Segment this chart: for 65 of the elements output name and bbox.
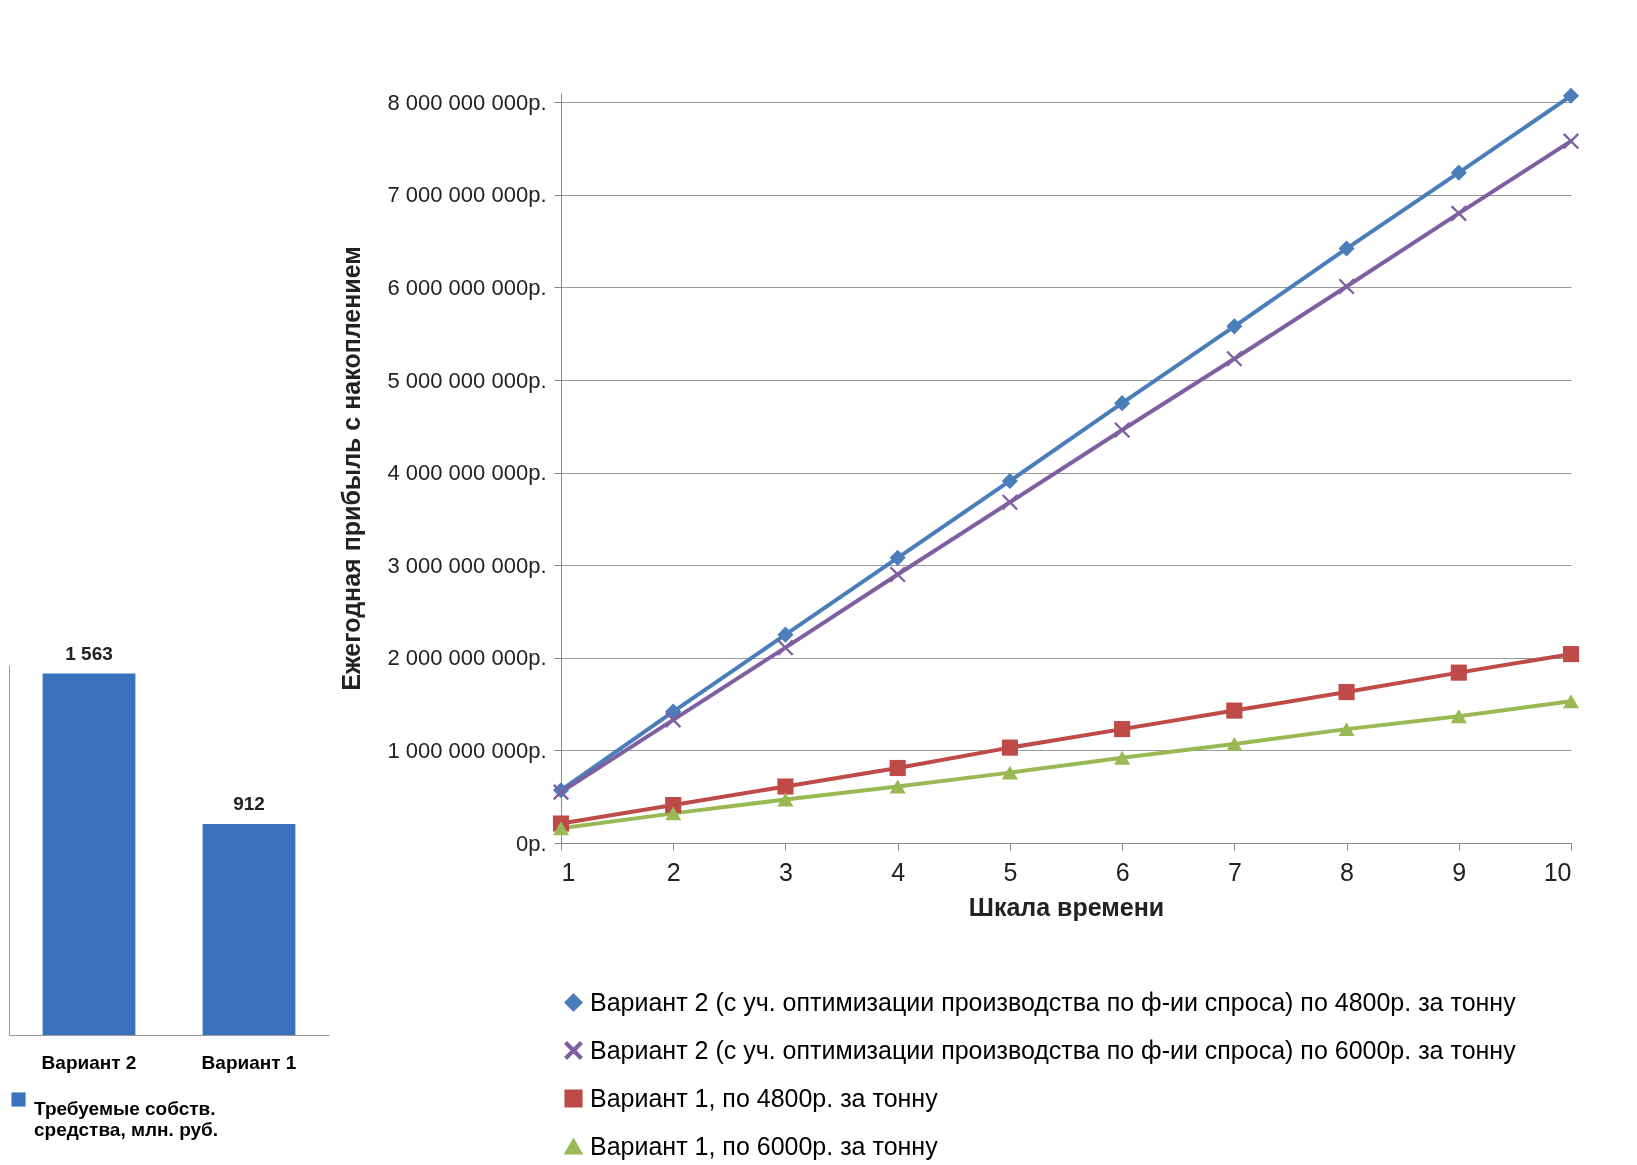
x-tick-label: Вариант 2 — [41, 1051, 137, 1073]
legend-label: Вариант 1, по 6000р. за тонну — [590, 1131, 939, 1160]
point — [777, 792, 794, 807]
point — [1226, 350, 1243, 367]
x-tick-label: 7 — [1227, 857, 1242, 886]
point — [1450, 709, 1467, 724]
x-tick-label: 1 — [561, 857, 576, 886]
y-tick-label: 0р. — [515, 830, 547, 856]
x-tick-label: 3 — [778, 857, 793, 886]
y-tick-label: 1 000 000 000р. — [387, 737, 547, 763]
x-tick-label: 9 — [1452, 857, 1467, 886]
point — [1001, 472, 1018, 490]
point — [889, 566, 906, 583]
point — [1114, 395, 1131, 412]
point — [552, 821, 570, 836]
x-axis-title: Шкала времени — [968, 892, 1165, 921]
point — [1450, 205, 1467, 222]
point — [1226, 736, 1243, 751]
point — [1001, 765, 1018, 780]
y-tick-label: 6 000 000 000р. — [387, 274, 547, 300]
point — [1338, 240, 1355, 257]
legend-label: Вариант 2 (с уч. оптимизации производства по ф-ии спроса) по 6000р. за тонну — [590, 1035, 1517, 1064]
point — [889, 759, 906, 777]
point — [777, 778, 794, 795]
x-tick-label: 8 — [1340, 857, 1355, 886]
point — [1114, 750, 1131, 765]
x-tick-label: 2 — [666, 857, 681, 886]
point — [665, 711, 682, 728]
point — [1450, 664, 1467, 681]
point — [1562, 646, 1580, 663]
point — [1114, 421, 1131, 439]
point — [1001, 494, 1018, 511]
point — [1562, 133, 1580, 150]
point — [777, 639, 794, 656]
point — [1338, 278, 1355, 295]
legend-label: Требуемые собств. средства, млн. руб. — [34, 1097, 219, 1140]
point — [1562, 87, 1580, 104]
point — [1001, 739, 1018, 756]
y-tick-label: 2 000 000 000р. — [387, 645, 547, 671]
y-tick-label: 7 000 000 000р. — [387, 182, 547, 208]
y-tick-label: 3 000 000 000р. — [387, 552, 547, 578]
point — [1562, 694, 1580, 709]
x-tick-label: Вариант 1 — [201, 1051, 297, 1073]
point — [1114, 721, 1131, 738]
point — [1338, 722, 1355, 737]
point — [889, 549, 906, 566]
x-tick-label: 6 — [1115, 857, 1130, 886]
point — [1226, 702, 1243, 719]
point — [1226, 318, 1243, 335]
x-tick-label: 5 — [1003, 857, 1018, 886]
y-axis-title: Ежегодная прибыль с накоплением — [337, 246, 366, 691]
x-tick-label: 10 — [1543, 857, 1572, 886]
data-label: 1 563 — [65, 642, 113, 664]
y-tick-label: 5 000 000 000р. — [387, 367, 547, 393]
point — [1450, 164, 1467, 181]
legend-label: Вариант 1, по 4800р. за тонну — [590, 1083, 939, 1112]
point — [889, 779, 906, 794]
legend-label: Вариант 2 (с уч. оптимизации производства по ф-ии спроса) по 4800р. за тонну — [590, 987, 1517, 1016]
point — [665, 806, 682, 821]
data-label: 912 — [233, 793, 265, 815]
y-tick-label: 4 000 000 000р. — [387, 460, 547, 486]
x-tick-label: 4 — [891, 857, 906, 886]
point — [1338, 684, 1355, 701]
point — [777, 626, 794, 643]
y-tick-label: 8 000 000 000р. — [387, 89, 547, 115]
